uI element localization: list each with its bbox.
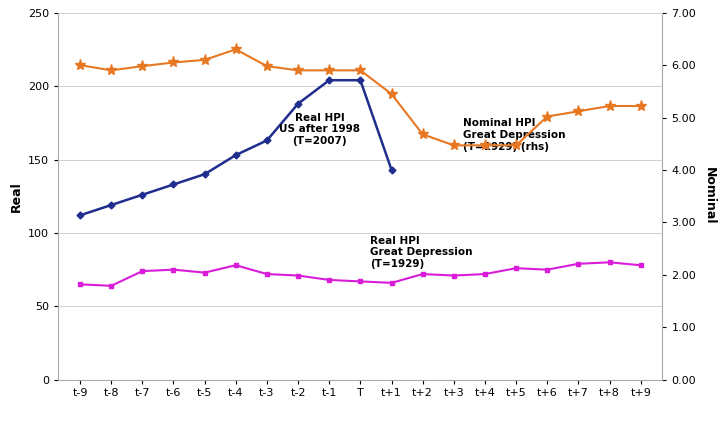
Text: Real HPI
Great Depression
(T=1929): Real HPI Great Depression (T=1929) [370,236,472,269]
Text: Nominal HPI
Great Depression
(T=1929) (rhs): Nominal HPI Great Depression (T=1929) (r… [463,119,566,151]
Y-axis label: Real: Real [9,181,23,211]
Y-axis label: Nominal: Nominal [703,168,716,225]
Text: Real HPI
US after 1998
(T=2007): Real HPI US after 1998 (T=2007) [280,113,360,146]
